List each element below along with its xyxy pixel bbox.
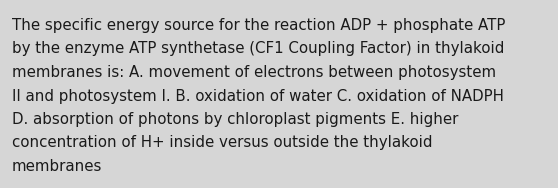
- Text: membranes: membranes: [12, 159, 102, 174]
- Text: membranes is: A. movement of electrons between photosystem: membranes is: A. movement of electrons b…: [12, 65, 496, 80]
- Text: concentration of H+ inside versus outside the thylakoid: concentration of H+ inside versus outsid…: [12, 136, 432, 151]
- Text: D. absorption of photons by chloroplast pigments E. higher: D. absorption of photons by chloroplast …: [12, 112, 458, 127]
- Text: by the enzyme ATP synthetase (CF1 Coupling Factor) in thylakoid: by the enzyme ATP synthetase (CF1 Coupli…: [12, 42, 504, 57]
- Text: II and photosystem I. B. oxidation of water C. oxidation of NADPH: II and photosystem I. B. oxidation of wa…: [12, 89, 504, 104]
- Text: The specific energy source for the reaction ADP + phosphate ATP: The specific energy source for the react…: [12, 18, 506, 33]
